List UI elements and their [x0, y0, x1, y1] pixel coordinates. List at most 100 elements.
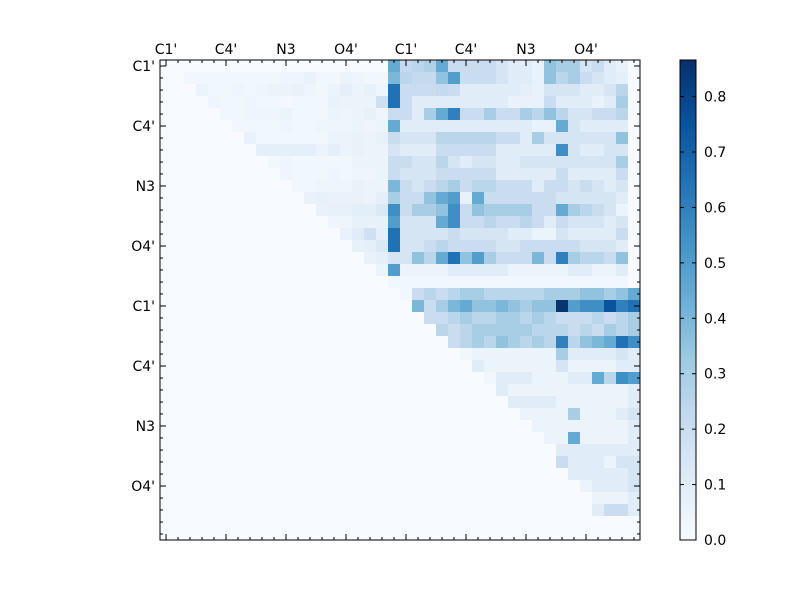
heatmap-cell — [520, 108, 533, 121]
heatmap-cell — [280, 228, 293, 241]
heatmap-cell — [568, 516, 581, 529]
heatmap-cell — [424, 180, 437, 193]
heatmap-cell — [580, 468, 593, 481]
heatmap-cell — [304, 180, 317, 193]
colorbar-tick-label: 0.8 — [704, 90, 726, 106]
heatmap-cell — [484, 288, 497, 301]
heatmap-cell — [220, 420, 233, 433]
heatmap-cell — [208, 168, 221, 181]
heatmap-cell — [244, 420, 257, 433]
heatmap-cell — [604, 168, 617, 181]
heatmap-cell — [340, 420, 353, 433]
heatmap-cell — [340, 324, 353, 337]
heatmap-cell — [520, 420, 533, 433]
heatmap-cell — [304, 504, 317, 517]
heatmap-cell — [520, 60, 533, 73]
heatmap-cell — [160, 60, 173, 73]
heatmap-cell — [484, 276, 497, 289]
heatmap-cell — [268, 252, 281, 265]
heatmap-cell — [484, 324, 497, 337]
heatmap-cell — [364, 324, 377, 337]
heatmap-cell — [376, 396, 389, 409]
heatmap-cell — [232, 528, 245, 541]
heatmap-cell — [280, 168, 293, 181]
heatmap-cell — [556, 120, 569, 133]
heatmap-cell — [496, 288, 509, 301]
heatmap-cell — [472, 288, 485, 301]
heatmap-cell — [184, 60, 197, 73]
heatmap-cell — [568, 432, 581, 445]
heatmap-cell — [388, 312, 401, 325]
heatmap-cell — [232, 132, 245, 145]
heatmap-cell — [352, 348, 365, 361]
heatmap-cell — [400, 432, 413, 445]
heatmap-cell — [568, 372, 581, 385]
heatmap-cell — [424, 240, 437, 253]
colorbar-tick-label: 0.7 — [704, 145, 726, 161]
heatmap-cell — [376, 408, 389, 421]
heatmap-cell — [328, 516, 341, 529]
heatmap-cell — [568, 180, 581, 193]
heatmap-cell — [172, 180, 185, 193]
heatmap-cell — [472, 156, 485, 169]
heatmap-cell — [580, 252, 593, 265]
heatmap-cell — [400, 288, 413, 301]
heatmap-cell — [520, 360, 533, 373]
heatmap-cell — [520, 300, 533, 313]
heatmap-cell — [160, 72, 173, 85]
heatmap-cell — [160, 432, 173, 445]
heatmap-cell — [208, 384, 221, 397]
heatmap-cell — [508, 468, 521, 481]
heatmap-cell — [400, 384, 413, 397]
heatmap-cell — [556, 156, 569, 169]
heatmap-cell — [280, 420, 293, 433]
heatmap-cell — [184, 240, 197, 253]
heatmap-cell — [424, 516, 437, 529]
heatmap-cell — [592, 480, 605, 493]
heatmap-cell — [472, 456, 485, 469]
heatmap-cell — [172, 432, 185, 445]
heatmap-cell — [292, 432, 305, 445]
heatmap-cell — [412, 528, 425, 541]
heatmap-cell — [580, 240, 593, 253]
heatmap-cell — [556, 288, 569, 301]
heatmap-cell — [460, 432, 473, 445]
heatmap-cell — [184, 72, 197, 85]
heatmap-cell — [520, 216, 533, 229]
heatmap-cell — [436, 252, 449, 265]
heatmap-cell — [520, 384, 533, 397]
heatmap-cell — [556, 204, 569, 217]
heatmap-cell — [160, 348, 173, 361]
heatmap-cell — [484, 432, 497, 445]
heatmap-cell — [256, 396, 269, 409]
heatmap-cell — [388, 144, 401, 157]
heatmap-cell — [316, 192, 329, 205]
heatmap-cell — [412, 372, 425, 385]
heatmap-cell — [496, 192, 509, 205]
heatmap-cell — [316, 420, 329, 433]
heatmap-cell — [544, 96, 557, 109]
heatmap-cell — [556, 192, 569, 205]
heatmap-cell — [484, 228, 497, 241]
heatmap-cell — [244, 204, 257, 217]
heatmap-cell — [448, 276, 461, 289]
heatmap-cell — [472, 396, 485, 409]
heatmap-cell — [460, 276, 473, 289]
heatmap-cell — [184, 504, 197, 517]
heatmap-cell — [616, 324, 629, 337]
heatmap-cell — [352, 288, 365, 301]
heatmap-cell — [316, 504, 329, 517]
heatmap-cell — [220, 108, 233, 121]
heatmap-cell — [376, 492, 389, 505]
heatmap-cell — [328, 96, 341, 109]
heatmap-cell — [532, 324, 545, 337]
heatmap-cell — [376, 132, 389, 145]
heatmap-cell — [436, 216, 449, 229]
heatmap-cell — [352, 468, 365, 481]
heatmap-cell — [496, 348, 509, 361]
heatmap-cell — [628, 348, 641, 361]
heatmap-cell — [316, 132, 329, 145]
heatmap-cell — [400, 480, 413, 493]
heatmap-cell — [316, 336, 329, 349]
heatmap-cell — [544, 192, 557, 205]
